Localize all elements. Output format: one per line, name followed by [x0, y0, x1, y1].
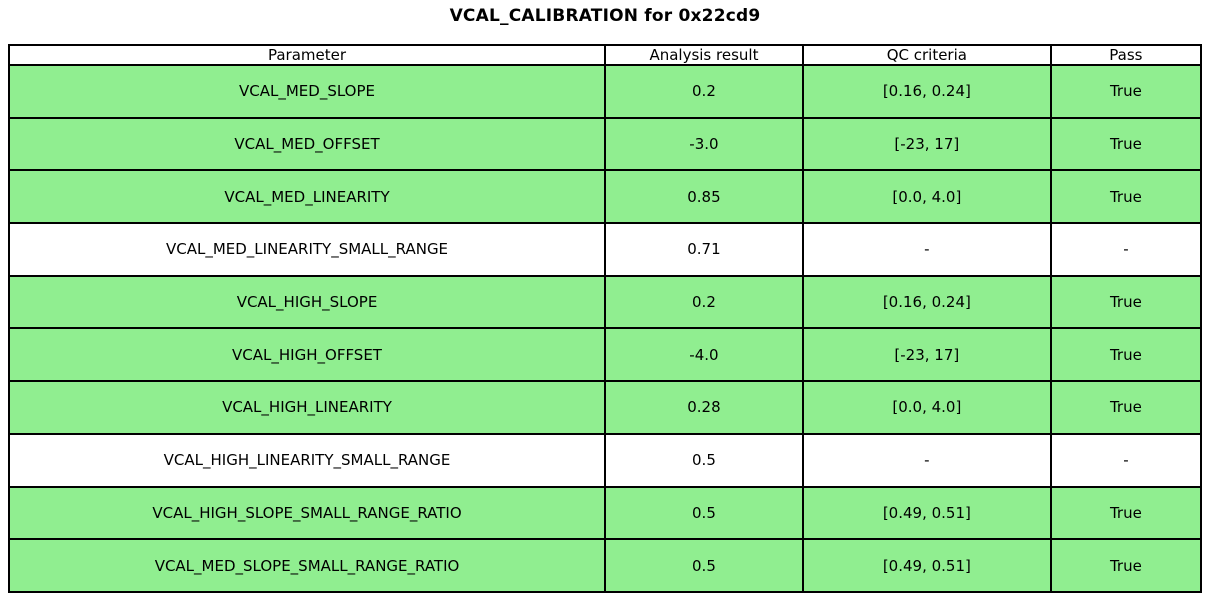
pass-cell: True [1049, 327, 1203, 383]
table-row: VCAL_HIGH_OFFSET -4.0 [-23, 17] True [7, 327, 1203, 383]
qc-criteria-cell: [-23, 17] [801, 327, 1052, 383]
qc-criteria-cell: [0.0, 4.0] [801, 169, 1052, 225]
qc-criteria-cell: [0.0, 4.0] [801, 380, 1052, 435]
table-row: VCAL_HIGH_SLOPE 0.2 [0.16, 0.24] True [7, 274, 1203, 330]
qc-criteria-cell: - [801, 222, 1052, 277]
qc-criteria-cell: [0.16, 0.24] [801, 274, 1052, 330]
qc-criteria-cell: - [801, 432, 1052, 488]
analysis-result-cell: 0.5 [604, 485, 804, 541]
table-row: VCAL_HIGH_LINEARITY_SMALL_RANGE 0.5 - - [7, 432, 1203, 488]
table-row: VCAL_MED_OFFSET -3.0 [-23, 17] True [7, 116, 1203, 172]
parameter-cell: VCAL_HIGH_LINEARITY_SMALL_RANGE [7, 432, 607, 488]
pass-cell: True [1049, 274, 1203, 330]
pass-cell: True [1049, 169, 1203, 225]
table-row: VCAL_MED_SLOPE 0.2 [0.16, 0.24] True [7, 64, 1203, 119]
qc-criteria-cell: [0.49, 0.51] [801, 538, 1052, 593]
qc-criteria-cell: [-23, 17] [801, 116, 1052, 172]
analysis-result-cell: 0.2 [604, 274, 804, 330]
parameter-cell: VCAL_MED_SLOPE_SMALL_RANGE_RATIO [7, 538, 607, 593]
parameter-cell: VCAL_MED_LINEARITY [7, 169, 607, 225]
table-row: VCAL_MED_LINEARITY_SMALL_RANGE 0.71 - - [7, 222, 1203, 277]
parameter-cell: VCAL_HIGH_OFFSET [7, 327, 607, 383]
pass-cell: True [1049, 485, 1203, 541]
analysis-result-cell: 0.5 [604, 432, 804, 488]
col-header-analysis-result: Analysis result [604, 44, 804, 66]
table-row: VCAL_MED_SLOPE_SMALL_RANGE_RATIO 0.5 [0.… [7, 538, 1203, 593]
analysis-result-cell: -3.0 [604, 116, 804, 172]
qc-table: Parameter Analysis result QC criteria Pa… [7, 44, 1203, 593]
pass-cell: - [1049, 222, 1203, 277]
qc-criteria-cell: [0.49, 0.51] [801, 485, 1052, 541]
analysis-result-cell: 0.71 [604, 222, 804, 277]
parameter-cell: VCAL_MED_OFFSET [7, 116, 607, 172]
pass-cell: - [1049, 432, 1203, 488]
parameter-cell: VCAL_MED_SLOPE [7, 64, 607, 119]
pass-cell: True [1049, 64, 1203, 119]
analysis-result-cell: 0.85 [604, 169, 804, 225]
col-header-qc-criteria: QC criteria [801, 44, 1052, 66]
table-row: VCAL_MED_LINEARITY 0.85 [0.0, 4.0] True [7, 169, 1203, 225]
analysis-result-cell: 0.2 [604, 64, 804, 119]
parameter-cell: VCAL_MED_LINEARITY_SMALL_RANGE [7, 222, 607, 277]
col-header-pass: Pass [1049, 44, 1203, 66]
page-title: VCAL_CALIBRATION for 0x22cd9 [449, 6, 761, 26]
analysis-result-cell: 0.28 [604, 380, 804, 435]
analysis-result-cell: -4.0 [604, 327, 804, 383]
pass-cell: True [1049, 538, 1203, 593]
parameter-cell: VCAL_HIGH_SLOPE [7, 274, 607, 330]
table-header-row: Parameter Analysis result QC criteria Pa… [7, 44, 1203, 66]
table-row: VCAL_HIGH_LINEARITY 0.28 [0.0, 4.0] True [7, 380, 1203, 435]
parameter-cell: VCAL_HIGH_LINEARITY [7, 380, 607, 435]
col-header-parameter: Parameter [7, 44, 607, 66]
analysis-result-cell: 0.5 [604, 538, 804, 593]
pass-cell: True [1049, 380, 1203, 435]
qc-table-body: VCAL_MED_SLOPE 0.2 [0.16, 0.24] True VCA… [7, 64, 1203, 593]
qc-criteria-cell: [0.16, 0.24] [801, 64, 1052, 119]
parameter-cell: VCAL_HIGH_SLOPE_SMALL_RANGE_RATIO [7, 485, 607, 541]
pass-cell: True [1049, 116, 1203, 172]
table-row: VCAL_HIGH_SLOPE_SMALL_RANGE_RATIO 0.5 [0… [7, 485, 1203, 541]
